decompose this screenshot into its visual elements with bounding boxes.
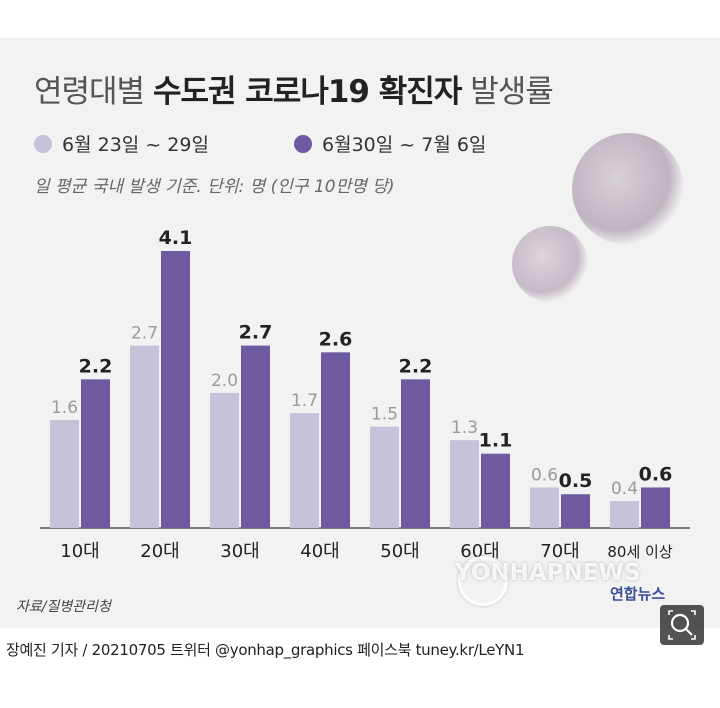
data-label-week1-5: 1.3 <box>451 418 478 438</box>
bar-week1-5 <box>450 440 479 528</box>
credit-line: 장예진 기자 / 20210705 트위터 @yonhap_graphics 페… <box>6 641 525 659</box>
data-label-week2-2: 2.7 <box>239 322 273 344</box>
legend-label-week1: 6월 23일 ~ 29일 <box>62 134 209 156</box>
data-label-week2-5: 1.1 <box>479 430 513 452</box>
virus-illustration-small <box>512 226 588 302</box>
bar-week2-6 <box>561 494 590 528</box>
category-label-2: 30대 <box>220 541 259 562</box>
legend-label-week2: 6월30일 ~ 7월 6일 <box>322 134 487 156</box>
bar-week2-3 <box>321 352 350 528</box>
data-label-week1-7: 0.4 <box>611 479 638 499</box>
category-label-6: 70대 <box>540 541 579 562</box>
category-label-0: 10대 <box>60 541 99 562</box>
bar-week1-0 <box>50 419 79 528</box>
bar-week2-7 <box>641 487 670 528</box>
legend-item-week1: 6월 23일 ~ 29일 <box>34 130 209 157</box>
data-label-week2-4: 2.2 <box>399 355 433 377</box>
bar-week1-4 <box>370 426 399 528</box>
bar-week1-2 <box>210 392 239 528</box>
virus-illustration-large <box>572 133 684 245</box>
chart-title: 연령대별 수도권 코로나19 확진자 발생률 <box>34 66 554 111</box>
infographic-card: 연령대별 수도권 코로나19 확진자 발생률 6월 23일 ~ 29일 6월30… <box>0 38 720 628</box>
data-label-week1-0: 1.6 <box>51 398 78 418</box>
data-label-week2-6: 0.5 <box>559 470 593 492</box>
bar-chart: 1.6 2.2 10대 2.7 4.1 20대 2.0 2.7 30대 1.7 2.6 40대 1.5 2… <box>40 227 690 562</box>
yonhap-logo: 연합뉴스 <box>610 585 666 603</box>
zoom-button[interactable] <box>660 605 704 645</box>
category-label-7: 80세 이상 <box>607 543 672 561</box>
bar-week2-4 <box>401 379 430 528</box>
bar-week1-1 <box>130 345 159 528</box>
legend-swatch-week2 <box>294 135 312 153</box>
data-label-week1-6: 0.6 <box>531 465 558 485</box>
source-label: 자료/질병관리청 <box>16 599 111 615</box>
data-label-week2-1: 4.1 <box>159 227 193 249</box>
category-label-4: 50대 <box>380 541 419 562</box>
bar-week1-3 <box>290 413 319 528</box>
title-prefix: 연령대별 <box>34 74 153 110</box>
search-icon <box>668 610 696 640</box>
data-label-week1-3: 1.7 <box>291 391 318 411</box>
category-label-3: 40대 <box>300 541 339 562</box>
bar-week2-5 <box>481 453 510 528</box>
title-suffix: 발생률 <box>461 74 554 110</box>
data-label-week2-0: 2.2 <box>79 355 113 377</box>
data-label-week2-7: 0.6 <box>639 463 673 485</box>
category-label-1: 20대 <box>140 541 179 562</box>
bar-week2-2 <box>241 345 270 528</box>
data-label-week1-1: 2.7 <box>131 324 158 344</box>
bar-week2-0 <box>81 379 110 528</box>
title-emphasis: 수도권 코로나19 확진자 <box>152 74 462 110</box>
watermark-logo-icon <box>458 556 508 606</box>
legend-item-week2: 6월30일 ~ 7월 6일 <box>294 130 486 157</box>
legend-swatch-week1 <box>34 135 52 153</box>
data-label-week1-4: 1.5 <box>371 405 398 425</box>
bar-week1-7 <box>610 500 639 528</box>
bar-week1-6 <box>530 487 559 528</box>
data-label-week1-2: 2.0 <box>211 371 238 391</box>
unit-note: 일 평균 국내 발생 기준. 단위: 명 (인구 10만명 당) <box>34 177 395 197</box>
bar-week2-1 <box>161 251 190 528</box>
data-label-week2-3: 2.6 <box>319 328 353 350</box>
watermark-text: YONHAPNEWS <box>455 560 641 586</box>
